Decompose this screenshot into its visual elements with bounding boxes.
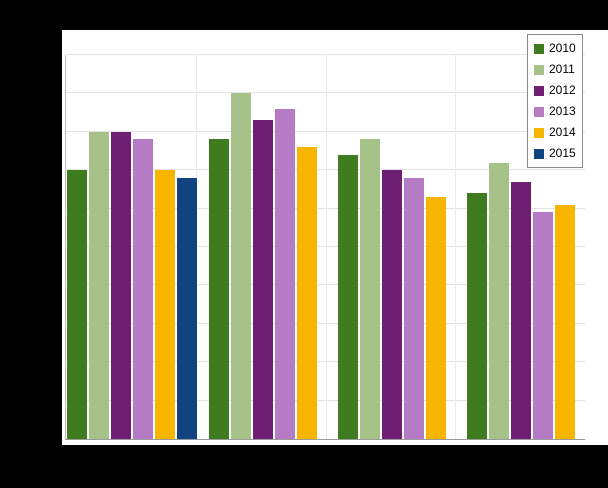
legend-item-2011[interactable]: 2011 [534,61,576,78]
bar-groups [66,55,585,439]
bar-group-4 [456,55,585,439]
bar-group-1 [66,55,198,439]
legend-item-2015[interactable]: 2015 [534,145,576,162]
legend-label: 2014 [549,124,576,139]
bar-2014-group-2[interactable] [296,147,317,439]
legend-items: 2010 2011 2012 2013 2014 2015 [534,40,576,162]
bar-2010-group-1[interactable] [67,170,87,439]
bar-2011-group-3[interactable] [359,139,380,439]
bar-2011-group-4[interactable] [488,162,509,439]
bar-2012-group-2[interactable] [252,120,273,439]
vertical-gridline [325,55,327,439]
legend-swatch-icon [534,127,544,138]
chart-surface [62,30,608,445]
legend-item-2012[interactable]: 2012 [534,82,576,99]
bar-2012-group-3[interactable] [381,170,402,439]
bar-2013-group-4[interactable] [532,212,553,439]
legend-label: 2013 [549,103,576,118]
legend-label: 2015 [549,145,576,160]
bar-2012-group-1[interactable] [111,131,131,439]
bar-2014-group-1[interactable] [155,170,175,439]
legend-swatch-icon [534,64,544,75]
legend-label: 2011 [549,61,575,76]
bar-2011-group-1[interactable] [89,131,109,439]
bar-2013-group-1[interactable] [133,139,153,439]
legend-swatch-icon [534,43,544,54]
bar-2011-group-2[interactable] [230,93,251,439]
legend-item-2010[interactable]: 2010 [534,40,576,57]
legend-label: 2010 [549,40,576,55]
horizontal-gridline [66,54,585,55]
bar-2014-group-4[interactable] [554,204,575,439]
bar-group-2 [198,55,327,439]
legend-label: 2012 [549,82,576,97]
bar-2013-group-3[interactable] [403,177,424,439]
legend-swatch-icon [534,106,544,117]
bar-group-3 [327,55,456,439]
legend-item-2014[interactable]: 2014 [534,124,576,141]
bar-2010-group-2[interactable] [208,139,229,439]
legend: 2010 2011 2012 2013 2014 2015 [527,34,583,168]
bar-2013-group-2[interactable] [274,108,295,439]
legend-swatch-icon [534,85,544,96]
plot-area [65,54,585,440]
bar-2010-group-4[interactable] [466,193,487,439]
legend-item-2013[interactable]: 2013 [534,103,576,120]
bar-2014-group-3[interactable] [425,197,446,439]
bar-2010-group-3[interactable] [337,154,358,439]
legend-swatch-icon [534,148,544,159]
bar-2012-group-4[interactable] [510,181,531,439]
bar-2015-group-1[interactable] [177,177,197,439]
vertical-gridline [455,55,457,439]
